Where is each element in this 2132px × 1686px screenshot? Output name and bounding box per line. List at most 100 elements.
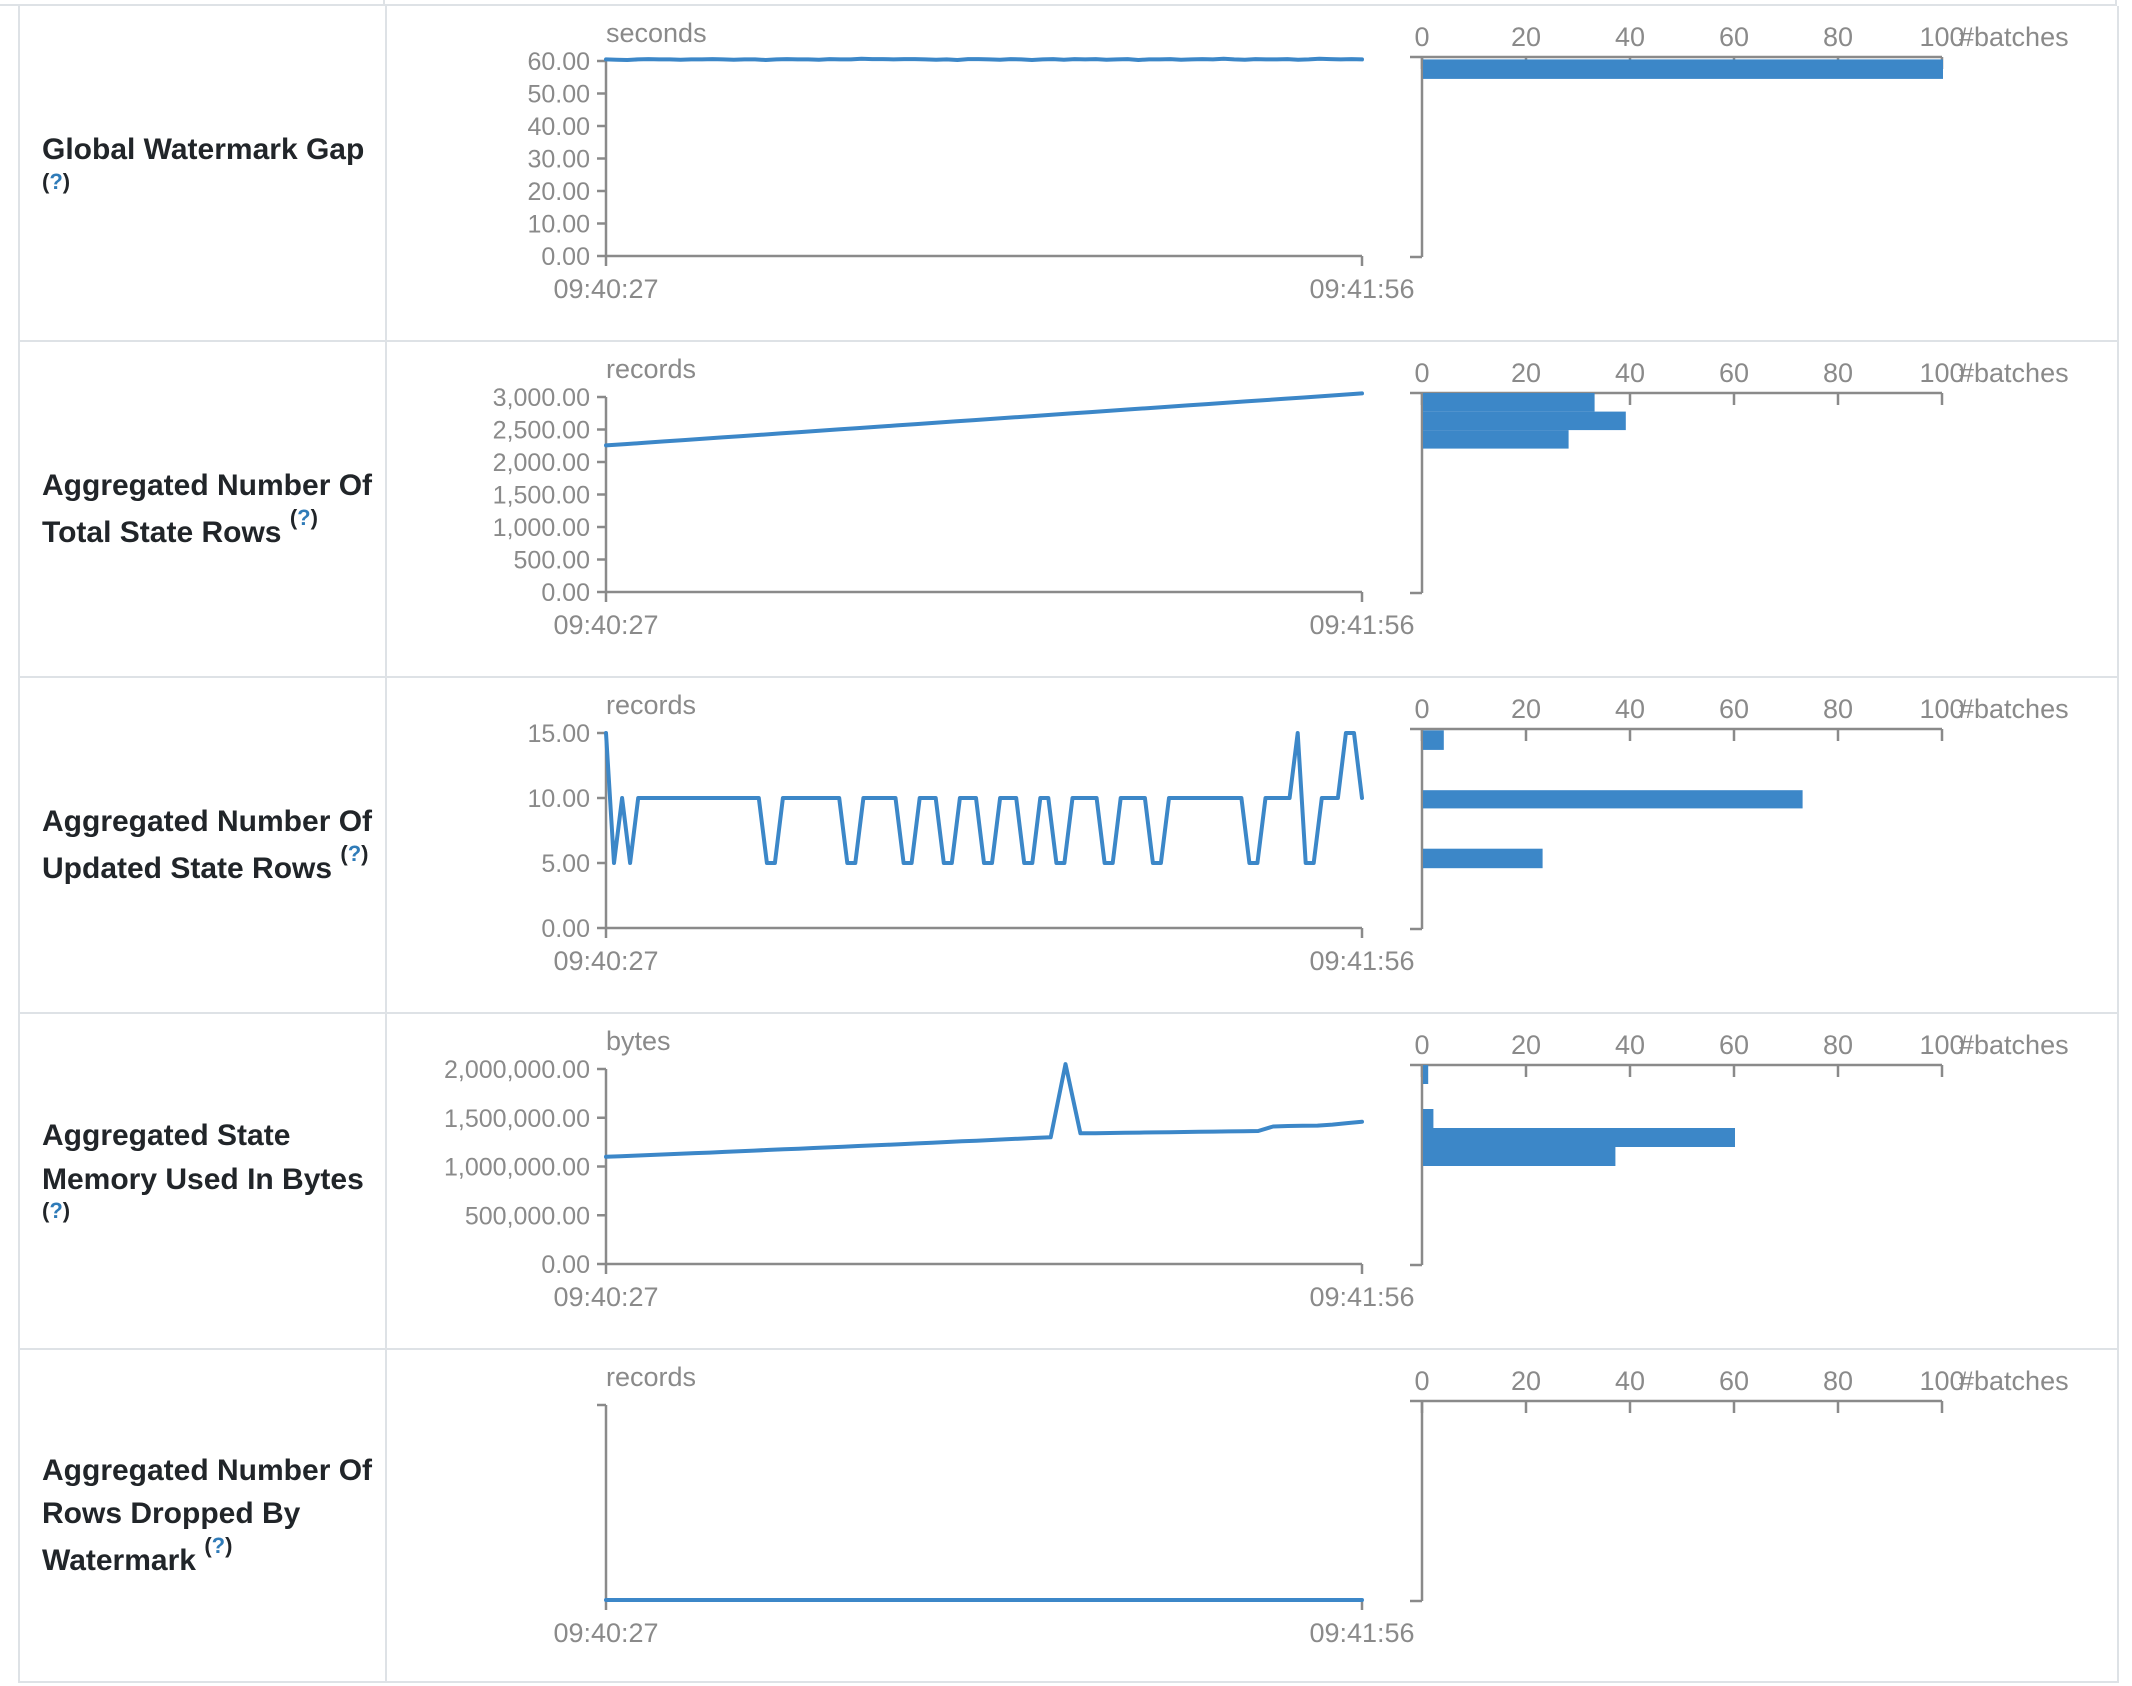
svg-text:80: 80 bbox=[1823, 22, 1853, 52]
metric-label-text: Aggregated Number Of Total State Rows bbox=[42, 469, 373, 549]
svg-text:100: 100 bbox=[1919, 1030, 1964, 1060]
histogram-bar bbox=[1423, 430, 1569, 449]
svg-text:80: 80 bbox=[1823, 1366, 1853, 1396]
svg-text:2,000.00: 2,000.00 bbox=[493, 449, 590, 477]
svg-text:0: 0 bbox=[1414, 1030, 1429, 1060]
help-link[interactable]: (?) bbox=[340, 840, 369, 866]
svg-text:09:40:27: 09:40:27 bbox=[553, 1282, 658, 1312]
svg-text:20: 20 bbox=[1511, 1030, 1541, 1060]
svg-text:20: 20 bbox=[1511, 1366, 1541, 1396]
help-link[interactable]: (?) bbox=[42, 168, 71, 194]
svg-text:3,000.00: 3,000.00 bbox=[493, 384, 590, 412]
svg-text:80: 80 bbox=[1823, 358, 1853, 388]
svg-text:2,000,000.00: 2,000,000.00 bbox=[444, 1056, 590, 1084]
histogram-bar bbox=[1423, 1109, 1434, 1128]
chart-cell: bytes 2,000,000.00 1,500,000.00 1,000,000.0… bbox=[387, 1014, 2117, 1348]
svg-text:100: 100 bbox=[1919, 1366, 1964, 1396]
histogram-bar bbox=[1423, 59, 1943, 79]
metric-label: Aggregated State Memory Used In Bytes (?… bbox=[42, 1114, 375, 1248]
svg-text:09:41:56: 09:41:56 bbox=[1309, 946, 1414, 976]
svg-text:5.00: 5.00 bbox=[541, 850, 590, 878]
column-border-sliver bbox=[383, 0, 385, 4]
svg-text:09:41:56: 09:41:56 bbox=[1309, 1282, 1414, 1312]
metrics-table: Global Watermark Gap (?) seconds 60.00 50.… bbox=[18, 6, 2119, 1683]
question-mark-icon: ? bbox=[297, 504, 311, 530]
svg-text:#batches: #batches bbox=[1959, 358, 2069, 388]
svg-text:1,500.00: 1,500.00 bbox=[493, 482, 590, 510]
svg-text:1,500,000.00: 1,500,000.00 bbox=[444, 1105, 590, 1133]
metric-label-cell: Aggregated Number Of Updated State Rows … bbox=[20, 678, 387, 1012]
svg-text:60: 60 bbox=[1719, 358, 1749, 388]
svg-text:500,000.00: 500,000.00 bbox=[465, 1202, 590, 1230]
svg-text:60: 60 bbox=[1719, 694, 1749, 724]
svg-text:09:41:56: 09:41:56 bbox=[1309, 610, 1414, 640]
svg-text:1,000,000.00: 1,000,000.00 bbox=[444, 1154, 590, 1182]
timeline-and-histogram-chart: seconds 60.00 50.00 40.00 30.00 20.00 10.00 0.0… bbox=[527, 18, 2069, 304]
histogram-bar bbox=[1423, 1065, 1429, 1084]
timeline-and-histogram-chart: records 09:40:27 09:41:56 0 20 40 60 80 100#batc… bbox=[553, 1362, 2069, 1648]
svg-text:60.00: 60.00 bbox=[527, 48, 590, 76]
question-mark-icon: ? bbox=[347, 840, 362, 866]
metric-label-text: Aggregated Number Of Updated State Rows bbox=[42, 805, 373, 885]
metric-label-text: Aggregated State Memory Used In Bytes bbox=[42, 1119, 364, 1196]
svg-text:100: 100 bbox=[1919, 358, 1964, 388]
svg-text:500.00: 500.00 bbox=[514, 547, 590, 575]
svg-text:0: 0 bbox=[1414, 22, 1429, 52]
svg-text:09:40:27: 09:40:27 bbox=[553, 610, 658, 640]
metric-label-cell: Global Watermark Gap (?) bbox=[20, 6, 387, 340]
svg-text:80: 80 bbox=[1823, 694, 1853, 724]
svg-text:seconds: seconds bbox=[606, 18, 707, 48]
help-link[interactable]: (?) bbox=[204, 1532, 233, 1558]
chart-cell: records 3,000.00 2,500.00 2,000.00 1,500.00 1… bbox=[387, 342, 2117, 676]
metric-label-cell: Aggregated Number Of Rows Dropped By Wat… bbox=[20, 1350, 387, 1681]
svg-text:40: 40 bbox=[1615, 358, 1645, 388]
question-mark-icon: ? bbox=[211, 1532, 226, 1558]
svg-text:30.00: 30.00 bbox=[527, 146, 590, 174]
svg-text:09:40:27: 09:40:27 bbox=[553, 946, 658, 976]
chart-cell: seconds 60.00 50.00 40.00 30.00 20.00 10.00 0.0… bbox=[387, 6, 2117, 340]
svg-text:0: 0 bbox=[1414, 358, 1429, 388]
svg-text:1,000.00: 1,000.00 bbox=[493, 514, 590, 542]
svg-text:60: 60 bbox=[1719, 22, 1749, 52]
right-border-sliver bbox=[2115, 0, 2117, 4]
svg-text:09:40:27: 09:40:27 bbox=[553, 1618, 658, 1648]
svg-text:40.00: 40.00 bbox=[527, 113, 590, 141]
svg-text:20: 20 bbox=[1511, 694, 1541, 724]
svg-text:10.00: 10.00 bbox=[527, 785, 590, 813]
svg-text:100: 100 bbox=[1919, 22, 1964, 52]
metric-label: Aggregated Number Of Updated State Rows … bbox=[42, 800, 375, 890]
metric-row-updated-state-rows: Aggregated Number Of Updated State Rows … bbox=[20, 678, 2117, 1014]
svg-text:15.00: 15.00 bbox=[527, 720, 590, 748]
svg-text:#batches: #batches bbox=[1959, 22, 2069, 52]
histogram-bar bbox=[1423, 1147, 1616, 1166]
svg-text:20.00: 20.00 bbox=[527, 178, 590, 206]
histogram-bar bbox=[1423, 790, 1803, 809]
metric-row-rows-dropped-by-watermark: Aggregated Number Of Rows Dropped By Wat… bbox=[20, 1350, 2117, 1683]
svg-text:09:41:56: 09:41:56 bbox=[1309, 274, 1414, 304]
svg-text:2,500.00: 2,500.00 bbox=[493, 417, 590, 445]
svg-text:0: 0 bbox=[1414, 1366, 1429, 1396]
histogram-bar bbox=[1423, 393, 1595, 412]
svg-text:100: 100 bbox=[1919, 694, 1964, 724]
svg-text:0.00: 0.00 bbox=[541, 579, 590, 607]
metric-row-global-watermark-gap: Global Watermark Gap (?) seconds 60.00 50.… bbox=[20, 6, 2117, 342]
svg-text:50.00: 50.00 bbox=[527, 81, 590, 109]
svg-text:60: 60 bbox=[1719, 1030, 1749, 1060]
metric-label: Global Watermark Gap (?) bbox=[42, 128, 375, 218]
svg-text:records: records bbox=[606, 354, 696, 384]
svg-text:80: 80 bbox=[1823, 1030, 1853, 1060]
svg-text:#batches: #batches bbox=[1959, 1030, 2069, 1060]
histogram-bar bbox=[1423, 1128, 1735, 1147]
help-link[interactable]: (?) bbox=[42, 1198, 71, 1224]
svg-text:records: records bbox=[606, 1362, 696, 1392]
svg-text:0: 0 bbox=[1414, 694, 1429, 724]
svg-text:0.00: 0.00 bbox=[541, 243, 590, 271]
svg-text:20: 20 bbox=[1511, 22, 1541, 52]
svg-text:#batches: #batches bbox=[1959, 1366, 2069, 1396]
histogram-bar bbox=[1423, 730, 1444, 750]
svg-text:records: records bbox=[606, 690, 696, 720]
question-mark-icon: ? bbox=[49, 1198, 63, 1224]
histogram-bar bbox=[1423, 411, 1626, 431]
svg-text:#batches: #batches bbox=[1959, 694, 2069, 724]
help-link[interactable]: (?) bbox=[289, 504, 318, 530]
